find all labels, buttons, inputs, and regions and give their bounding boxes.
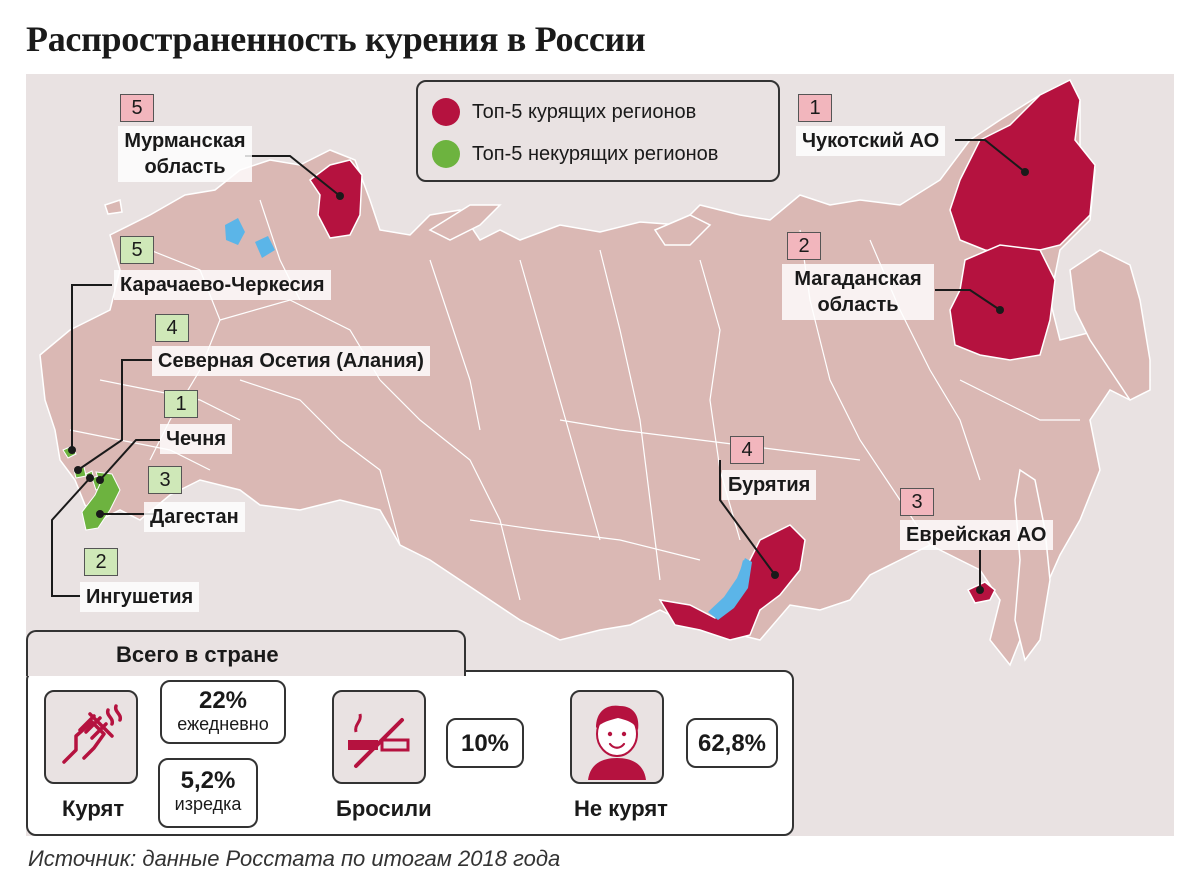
summary-panel: Всего в стране <box>26 630 794 836</box>
region-murmansk <box>308 159 363 239</box>
quit-caption: Бросили <box>336 796 432 821</box>
leader-lines <box>51 139 1026 597</box>
label-dagestan: Дагестан <box>144 502 245 532</box>
baikal-lake-overlay <box>708 558 752 620</box>
label-chukotka: Чукотский АО <box>796 126 946 156</box>
ladoga-lake <box>225 218 245 245</box>
legend-label-nonsmoking: Топ-5 некурящих регионов <box>472 142 719 165</box>
smoke-caption: Курят <box>62 796 125 821</box>
label-murmansk-line2: область <box>144 156 226 178</box>
rank-badge-buryatia: 4 <box>730 436 764 464</box>
leader-dots <box>68 168 1029 594</box>
kamchatka-land <box>1069 249 1151 401</box>
nonsmoke-bubble: 62,8% <box>686 718 778 768</box>
smoke-daily-bubble: 22% ежедневно <box>160 680 286 744</box>
smoke-rare-bubble: 5,2% изредка <box>158 758 258 828</box>
red-dot-icon <box>432 98 460 126</box>
label-jewish-ao: Еврейская АО <box>900 520 1053 550</box>
severnaya-zemlya-land <box>653 214 712 246</box>
rank-badge-dagestan: 3 <box>148 466 182 494</box>
rank-badge-jewish-ao: 3 <box>900 488 934 516</box>
hand-cigarette-icon <box>44 690 138 784</box>
label-karachay: Карачаево-Черкесия <box>114 270 331 300</box>
smoke-daily-value: 22% <box>198 687 248 714</box>
quit-bubble: 10% <box>446 718 524 768</box>
label-ingushetia: Ингушетия <box>80 582 200 612</box>
rank-badge-ingushetia: 2 <box>84 548 118 576</box>
label-chechnya: Чечня <box>160 424 233 454</box>
smoke-daily-label: ежедневно <box>177 714 269 734</box>
rank-badge-murmansk: 5 <box>120 94 154 122</box>
page-title: Распространенность курения в России <box>26 19 646 59</box>
rank-badge-north-ossetia: 4 <box>155 314 189 342</box>
label-magadan-line1: Магаданская <box>794 268 922 290</box>
nonsmoke-value: 62,8% <box>697 730 767 757</box>
label-north-ossetia: Северная Осетия (Алания) <box>152 346 430 376</box>
label-murmansk-line1: Мурманская <box>124 130 246 152</box>
face-icon <box>570 690 664 784</box>
summary-title: Всего в стране <box>116 642 279 667</box>
quit-value: 10% <box>460 730 510 757</box>
kaliningrad-land <box>104 199 123 215</box>
label-buryatia: Бурятия <box>722 470 817 500</box>
summary-tab-seam <box>28 668 464 674</box>
onega-lake <box>255 236 275 258</box>
novaya-zemlya-land <box>428 204 502 241</box>
region-dagestan <box>81 471 121 531</box>
legend-item-smoking: Топ-5 курящих регионов <box>432 98 696 126</box>
legend-label-smoking: Топ-5 курящих регионов <box>472 100 697 123</box>
map-legend: Топ-5 курящих регионов Топ-5 некурящих р… <box>416 80 780 182</box>
rank-badge-chechnya: 1 <box>164 390 198 418</box>
region-magadan <box>949 244 1056 361</box>
rank-badge-magadan: 2 <box>787 232 821 260</box>
smoke-rare-label: изредка <box>174 794 242 814</box>
label-magadan-line2: область <box>817 294 899 316</box>
rank-badge-chukotka: 1 <box>798 94 832 122</box>
green-dot-icon <box>432 140 460 168</box>
region-chukotka <box>949 78 1096 256</box>
label-murmansk: Мурманская область <box>118 126 252 182</box>
label-magadan: Магаданская область <box>782 264 934 320</box>
rank-badge-karachay: 5 <box>120 236 154 264</box>
source-note: Источник: данные Росстата по итогам 2018… <box>28 846 561 871</box>
smoke-rare-value: 5,2% <box>180 767 236 794</box>
no-smoking-icon <box>332 690 426 784</box>
legend-item-nonsmoking: Топ-5 некурящих регионов <box>432 140 718 168</box>
nonsmoke-caption: Не курят <box>574 796 668 821</box>
